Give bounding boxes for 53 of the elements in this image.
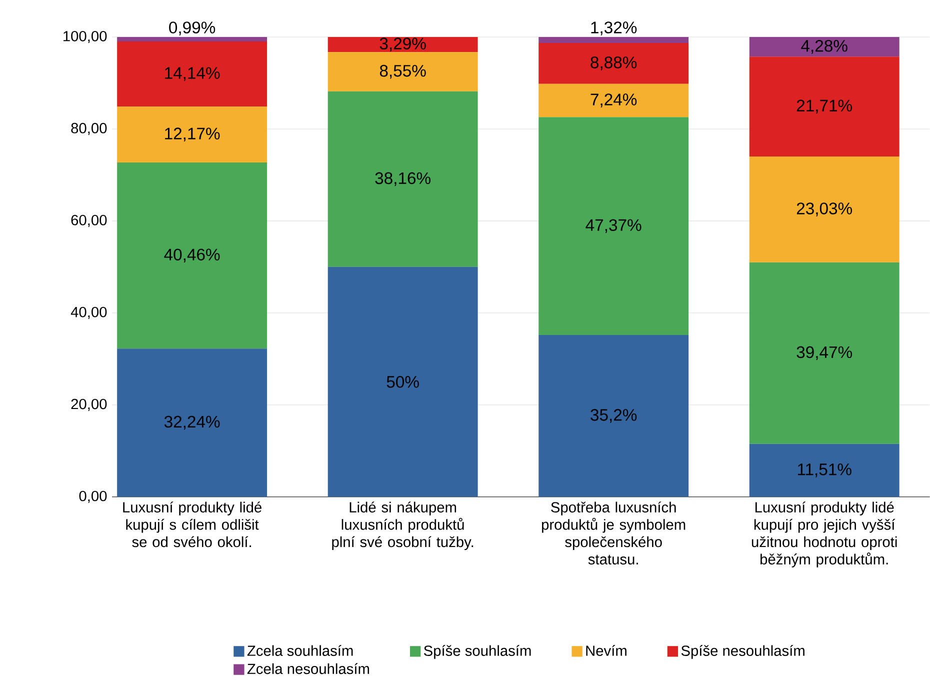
- bar: [538, 117, 689, 336]
- data-label: 40,46%: [164, 248, 220, 263]
- data-label: 50%: [386, 376, 419, 388]
- data-label: 21,71%: [796, 100, 852, 114]
- data-label: 32,24%: [164, 416, 220, 430]
- bar: [538, 335, 689, 497]
- x-tick-label: Luxusní produkty lidé kupují s cílem odlišit se od svého okolí.: [123, 502, 262, 548]
- bar: [117, 348, 268, 497]
- y-tick-label: 80,00: [71, 123, 107, 136]
- y-tick-label: 0,00: [79, 490, 107, 504]
- data-label: 35,2%: [590, 409, 637, 423]
- bar: [749, 37, 900, 57]
- data-label: 11,51%: [798, 464, 852, 478]
- bar: [328, 267, 478, 497]
- data-label: 38,16%: [375, 172, 430, 186]
- legend-label: Zcela nesouhlasím: [247, 663, 370, 674]
- data-label: 47,37%: [586, 219, 642, 234]
- bar: [749, 56, 900, 157]
- data-label: 7,24%: [590, 94, 637, 108]
- data-label: 23,03%: [796, 202, 852, 216]
- y-tick-label: 100,00: [64, 31, 107, 44]
- y-tick-label: 40,00: [70, 306, 107, 320]
- data-label: 8,55%: [380, 64, 426, 79]
- bar: [117, 162, 268, 349]
- data-label: 3,29%: [380, 38, 426, 52]
- bar: [538, 84, 689, 118]
- data-label: 4,28%: [801, 40, 848, 54]
- legend-label: Zcela souhlasím: [247, 645, 353, 656]
- data-label: 1,32%: [591, 22, 637, 36]
- y-tick-label: 20,00: [71, 398, 107, 412]
- bar: [749, 444, 900, 497]
- bar: [328, 52, 478, 92]
- legend-label: Nevím: [586, 645, 626, 656]
- data-label: 8,88%: [590, 56, 637, 70]
- legend-label: Spíše souhlasím: [424, 645, 531, 659]
- bar: [328, 37, 478, 52]
- data-label: 0,99%: [169, 22, 216, 36]
- bar: [328, 92, 478, 268]
- y-tick-label: 60,00: [71, 214, 107, 228]
- bar: [538, 37, 689, 44]
- x-tick-label: Lidé si nákupem luxusních produktů plní své osobní tužby.: [332, 502, 474, 550]
- x-tick-label: Spotřeba luxusních produktů je symbolem společenského statusu.: [542, 502, 686, 565]
- data-label: 39,47%: [796, 346, 852, 360]
- bar: [749, 262, 900, 444]
- data-label: 12,17%: [165, 128, 220, 142]
- bar: [117, 42, 268, 107]
- bar: [117, 106, 268, 163]
- x-tick-label: Luxusní produkty lidé kupují pro jejich vyšší užitnou hodnotu oproti běžným produktům.: [752, 502, 897, 568]
- legend-label: Spíše nesouhlasím: [681, 645, 804, 659]
- bar: [538, 43, 689, 84]
- bar: [749, 156, 900, 263]
- data-label: 14,14%: [165, 67, 220, 81]
- bar: [117, 37, 268, 42]
